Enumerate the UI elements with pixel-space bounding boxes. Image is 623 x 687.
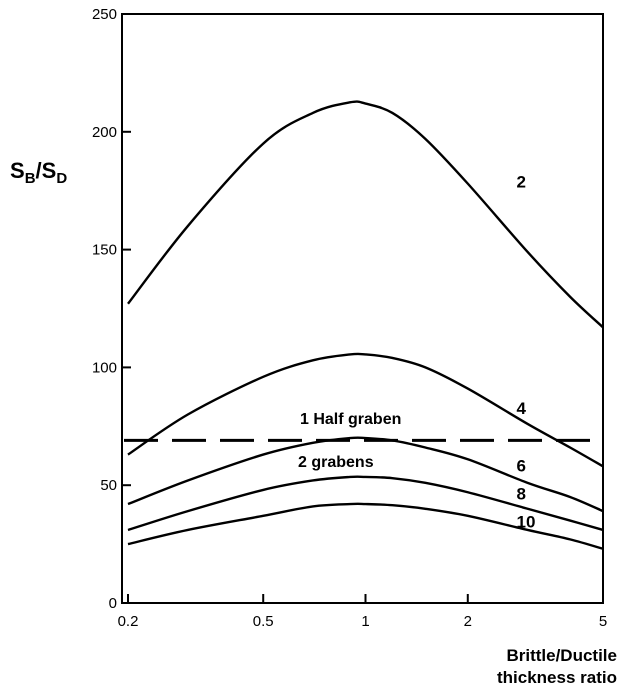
- y-axis-label-sub-b: B: [25, 170, 36, 187]
- x-axis: 0.2 0.5 1 2 5: [118, 594, 607, 630]
- plot-area-border: [121, 13, 604, 604]
- curve-label-4: 4: [517, 399, 527, 418]
- x-tick-label: 5: [599, 613, 607, 630]
- y-tick-label: 250: [92, 6, 117, 23]
- curve-label-6: 6: [517, 457, 526, 476]
- y-axis-label-s2: S: [42, 158, 57, 183]
- y-axis-label-sub-d: D: [56, 170, 67, 187]
- plot-frame: [121, 13, 604, 604]
- x-tick-label: 0.5: [253, 613, 274, 630]
- y-tick-label: 50: [100, 477, 117, 494]
- curve-series-2: [127, 100, 604, 329]
- x-axis-label-line-1: Brittle/Ductile: [506, 646, 617, 665]
- curve-label-10: 10: [517, 512, 536, 531]
- x-tick-label: 1: [361, 613, 369, 630]
- curve-series-8: [127, 475, 604, 532]
- x-tick-label: 2: [464, 613, 472, 630]
- y-axis-label: SB/SD: [10, 158, 67, 187]
- curve-series-4: [127, 352, 604, 468]
- y-axis: 0 50 100 150 200 250: [92, 6, 131, 612]
- curve-labels: 2 4 6 8 10: [517, 173, 536, 532]
- curves: [127, 100, 604, 550]
- y-tick-label: 0: [109, 595, 117, 612]
- y-tick-label: 150: [92, 242, 117, 259]
- x-axis-label-line-2: thickness ratio: [497, 668, 617, 687]
- y-axis-label-s: S: [10, 158, 25, 183]
- x-tick-label: 0.2: [118, 613, 139, 630]
- y-axis-label-slash: /: [36, 158, 42, 183]
- annotation-two-grabens: 2 grabens: [298, 454, 374, 471]
- curve-series-6: [127, 436, 604, 513]
- y-tick-label: 200: [92, 124, 117, 141]
- curve-series-10: [127, 502, 604, 550]
- curve-label-8: 8: [517, 484, 526, 503]
- y-tick-label: 100: [92, 359, 117, 376]
- annotation-half-graben: 1 Half graben: [300, 411, 401, 428]
- curve-label-2: 2: [517, 173, 526, 192]
